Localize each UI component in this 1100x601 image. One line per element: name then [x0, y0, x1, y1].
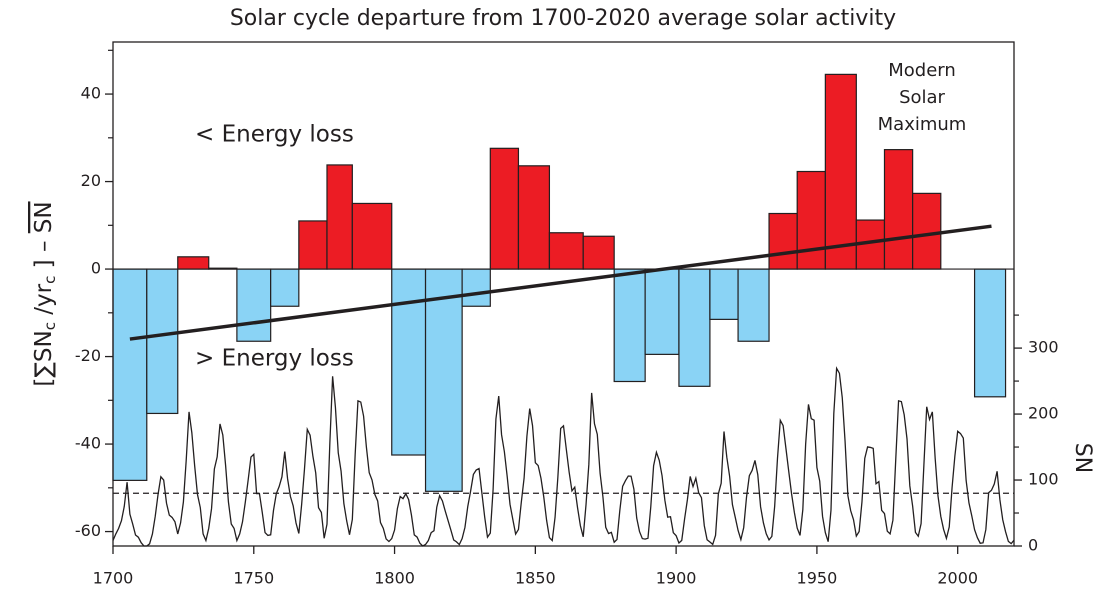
- bar: [824, 73, 857, 270]
- bar: [391, 268, 427, 456]
- bar: [489, 147, 520, 270]
- bar: [613, 268, 646, 383]
- x-tick-label: 1850: [515, 569, 556, 588]
- y-tick-label: 0: [91, 259, 101, 278]
- annotation: Modern: [888, 60, 956, 81]
- y2-tick-label: 300: [1028, 338, 1059, 357]
- annotation: < Energy loss: [195, 122, 354, 148]
- bar: [326, 164, 353, 270]
- annotation: Solar: [899, 87, 945, 108]
- bar: [236, 268, 272, 342]
- y-axis-label-part: [∑SN: [31, 330, 57, 386]
- y-axis-label-part: SN: [31, 201, 57, 233]
- y-axis-label-part: c: [41, 276, 59, 284]
- bar: [768, 212, 798, 270]
- x-tick-label: 1950: [797, 569, 838, 588]
- bar: [177, 256, 210, 270]
- y2-tick-label: 100: [1028, 470, 1059, 489]
- bar: [973, 268, 1007, 398]
- x-tick-label: 1750: [233, 569, 274, 588]
- bar: [582, 235, 615, 270]
- sunspot-line: [112, 366, 1015, 547]
- x-tick-label: 1800: [374, 569, 415, 588]
- chart-title: Solar cycle departure from 1700-2020 ave…: [230, 6, 896, 31]
- y-tick-label: -60: [75, 521, 101, 540]
- y-axis-label: [∑SNc /yrc ] – SN: [31, 201, 59, 386]
- y-tick-label: -40: [75, 434, 101, 453]
- bar: [424, 268, 463, 492]
- y-tick-label: 20: [81, 171, 101, 190]
- y2-tick-label: 200: [1028, 404, 1059, 423]
- y2-tick-label: 0: [1028, 536, 1038, 555]
- bar: [912, 192, 942, 270]
- y-axis-label-part: /yr: [31, 283, 57, 322]
- bar: [644, 268, 680, 355]
- bar: [270, 268, 300, 307]
- plot-frame: [112, 41, 1015, 547]
- bar: [298, 220, 328, 270]
- y-axis-label-part: ] –: [31, 233, 57, 275]
- y-tick-label: -20: [75, 346, 101, 365]
- bar: [709, 268, 739, 320]
- annotation: > Energy loss: [195, 346, 354, 372]
- bar: [883, 149, 914, 270]
- bar: [678, 268, 711, 387]
- bar: [112, 268, 148, 481]
- bar: [737, 268, 770, 342]
- bar: [461, 268, 491, 307]
- y-axis-label-part: c: [41, 322, 59, 330]
- annotation: Maximum: [878, 114, 967, 135]
- x-tick-label: 1900: [656, 569, 697, 588]
- bar: [146, 268, 179, 415]
- x-tick-label: 1700: [93, 569, 134, 588]
- y-tick-label: 40: [81, 84, 101, 103]
- x-tick-label: 2000: [937, 569, 978, 588]
- y2-axis-label: SN: [1070, 443, 1095, 473]
- bar: [796, 170, 826, 270]
- bar: [548, 232, 584, 270]
- bar: [351, 202, 393, 270]
- bar: [517, 165, 551, 270]
- trend-line: [129, 224, 992, 341]
